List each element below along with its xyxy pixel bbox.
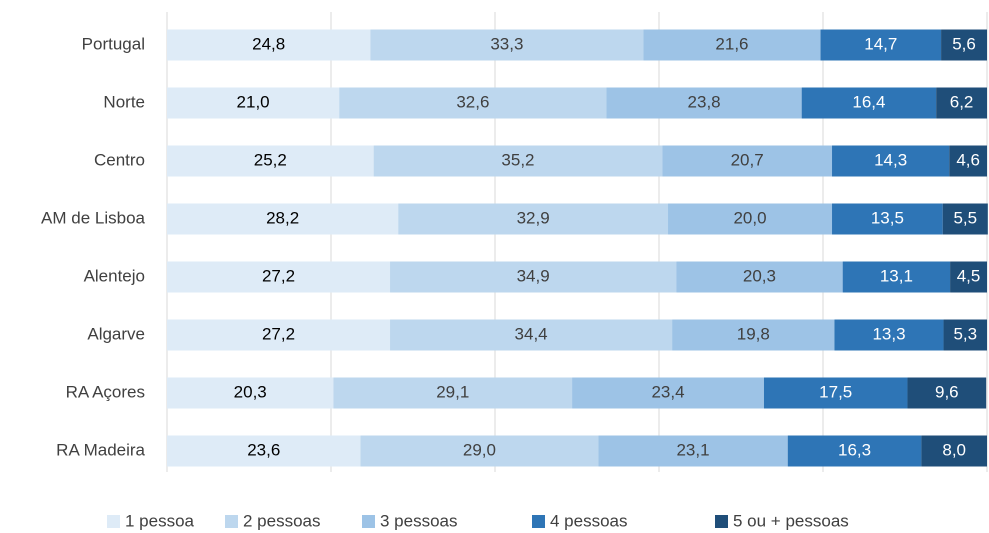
bar-segment <box>820 29 942 61</box>
bar-segment <box>598 435 788 467</box>
data-label: 25,2 <box>254 150 287 169</box>
data-label: 5,6 <box>952 34 976 53</box>
bar-segment <box>832 145 950 177</box>
legend-label: 2 pessoas <box>243 511 321 530</box>
bar-segment <box>572 377 764 409</box>
data-label: 24,8 <box>252 34 285 53</box>
bar-segment <box>167 377 334 409</box>
legend-label: 5 ou + pessoas <box>733 511 849 530</box>
data-label: 29,0 <box>463 440 496 459</box>
legend-swatch <box>107 515 120 528</box>
data-label: 20,3 <box>234 382 267 401</box>
legend-swatch <box>532 515 545 528</box>
bar-segment <box>763 377 908 409</box>
bar-segment <box>167 145 374 177</box>
bar-segment <box>668 203 833 235</box>
bar-segment <box>373 145 663 177</box>
bar-segment <box>676 261 843 293</box>
bar-segment <box>390 261 677 293</box>
y-tick-label: Portugal <box>82 34 145 53</box>
data-label: 27,2 <box>262 266 295 285</box>
bar-segment <box>167 435 361 467</box>
data-label: 14,3 <box>874 150 907 169</box>
data-label: 23,1 <box>676 440 709 459</box>
data-label: 16,3 <box>838 440 871 459</box>
bar-segment <box>936 87 987 119</box>
data-label: 6,2 <box>950 92 974 111</box>
bar-segment <box>921 435 987 467</box>
y-tick-label: Norte <box>103 92 145 111</box>
y-tick-label: Alentejo <box>84 266 145 285</box>
legend-label: 3 pessoas <box>380 511 458 530</box>
data-label: 13,5 <box>871 208 904 227</box>
bar-segment <box>606 87 802 119</box>
data-label: 21,6 <box>715 34 748 53</box>
bar-segment <box>360 435 599 467</box>
data-label: 20,0 <box>733 208 766 227</box>
data-label: 16,4 <box>852 92 885 111</box>
data-label: 13,3 <box>872 324 905 343</box>
bar-segment <box>672 319 835 351</box>
legend-swatch <box>225 515 238 528</box>
bar-segment <box>167 261 391 293</box>
legend-swatch <box>715 515 728 528</box>
data-label: 13,1 <box>880 266 913 285</box>
bar-segment <box>949 145 987 177</box>
data-label: 4,6 <box>956 150 980 169</box>
bar-segment <box>398 203 669 235</box>
y-tick-label: Algarve <box>87 324 145 343</box>
data-label: 5,5 <box>953 208 977 227</box>
y-tick-label: RA Madeira <box>56 440 145 459</box>
data-label: 27,2 <box>262 324 295 343</box>
data-label: 20,3 <box>743 266 776 285</box>
data-label: 23,4 <box>651 382 684 401</box>
bar-segment <box>950 261 987 293</box>
data-label: 35,2 <box>501 150 534 169</box>
bar-segment <box>370 29 644 61</box>
bar-segment <box>339 87 607 119</box>
data-label: 9,6 <box>935 382 959 401</box>
y-tick-label: RA Açores <box>66 382 145 401</box>
data-label: 32,6 <box>456 92 489 111</box>
bar-segment <box>662 145 833 177</box>
bar-segment <box>167 87 340 119</box>
legend-swatch <box>362 515 375 528</box>
y-tick-label: AM de Lisboa <box>41 208 145 227</box>
data-label: 34,9 <box>517 266 550 285</box>
bar-segment <box>643 29 821 61</box>
bar-segment <box>834 319 944 351</box>
bar-segment <box>333 377 573 409</box>
data-label: 20,7 <box>731 150 764 169</box>
data-label: 23,8 <box>688 92 721 111</box>
data-label: 28,2 <box>266 208 299 227</box>
bar-segment <box>787 435 922 467</box>
data-label: 4,5 <box>957 266 981 285</box>
bar-segment <box>167 29 371 61</box>
bar-segment <box>801 87 937 119</box>
bar-segment <box>167 203 399 235</box>
data-label: 19,8 <box>737 324 770 343</box>
data-label: 8,0 <box>942 440 966 459</box>
data-label: 23,6 <box>247 440 280 459</box>
data-label: 5,3 <box>953 324 977 343</box>
data-label: 32,9 <box>517 208 550 227</box>
bar-segment <box>390 319 673 351</box>
bar-segment <box>942 203 988 235</box>
bar-segment <box>842 261 951 293</box>
data-label: 29,1 <box>436 382 469 401</box>
data-label: 21,0 <box>237 92 270 111</box>
bar-segment <box>832 203 943 235</box>
data-label: 34,4 <box>515 324 548 343</box>
bar-segment <box>943 319 987 351</box>
data-label: 17,5 <box>819 382 852 401</box>
data-label: 33,3 <box>490 34 523 53</box>
legend-label: 4 pessoas <box>550 511 628 530</box>
bar-segment <box>907 377 987 409</box>
data-label: 14,7 <box>864 34 897 53</box>
bar-segment <box>941 29 987 61</box>
y-tick-label: Centro <box>94 150 145 169</box>
bar-segment <box>167 319 391 351</box>
legend-label: 1 pessoa <box>125 511 195 530</box>
